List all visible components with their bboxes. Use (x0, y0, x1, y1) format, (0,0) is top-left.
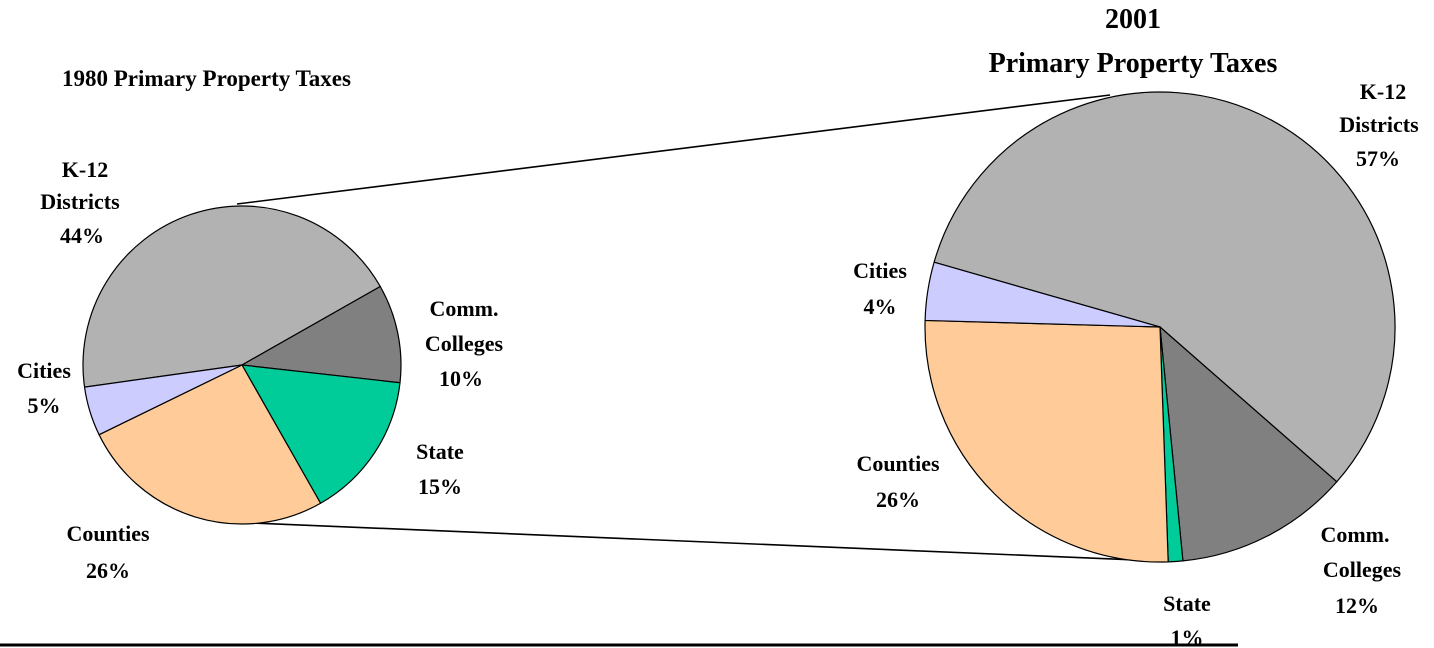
pie-2001-slice-k-12-districts (933, 91, 1396, 483)
svg-text:Districts: Districts (40, 189, 120, 214)
svg-text:57%: 57% (1356, 146, 1400, 171)
svg-text:1%: 1% (1171, 625, 1204, 648)
svg-text:State: State (1163, 591, 1211, 616)
svg-text:12%: 12% (1335, 593, 1379, 618)
pie-2001-slice-comm-colleges (1159, 326, 1338, 562)
svg-text:Colleges: Colleges (425, 331, 504, 356)
slice-label-2001-comm-colleges: Comm. Colleges 12% (1320, 522, 1401, 618)
svg-text:Colleges: Colleges (1323, 557, 1402, 582)
svg-text:15%: 15% (418, 474, 462, 499)
pie-1980-slice-comm-colleges (241, 285, 402, 384)
slice-label-2001-k12: K-12 Districts 57% (1339, 79, 1419, 171)
chart-title-1980: 1980 Primary Property Taxes (62, 66, 351, 91)
pie-chart-1980 (82, 205, 402, 525)
pie-2001-slice-cities (924, 261, 1161, 328)
slice-label-1980-comm-colleges: Comm. Colleges 10% (425, 296, 504, 391)
svg-text:Cities: Cities (853, 258, 907, 283)
pie-1980-slice-cities (83, 364, 243, 436)
slice-label-1980-cities: Cities 5% (17, 358, 71, 418)
svg-text:Counties: Counties (66, 521, 150, 546)
svg-text:Comm.: Comm. (1320, 522, 1389, 547)
svg-text:26%: 26% (876, 487, 920, 512)
svg-text:Cities: Cities (17, 358, 71, 383)
svg-text:44%: 44% (60, 223, 104, 248)
svg-text:State: State (416, 439, 464, 464)
slice-label-2001-counties: Counties 26% (856, 451, 940, 512)
slice-label-1980-counties: Counties 26% (66, 521, 150, 583)
slice-label-2001-cities: Cities 4% (853, 258, 907, 319)
slice-label-2001-state: State 1% (1163, 591, 1211, 648)
connector-line-top (236, 94, 1111, 205)
pie-1980-slice-counties (98, 364, 322, 525)
pie-2001-slice-counties (924, 319, 1169, 563)
slice-label-1980-state: State 15% (416, 439, 464, 499)
pie-1980-slice-state (241, 364, 401, 504)
svg-text:4%: 4% (864, 294, 897, 319)
slice-label-1980-k12: K-12 Districts 44% (40, 157, 120, 248)
svg-text:10%: 10% (439, 366, 483, 391)
svg-text:Counties: Counties (856, 451, 940, 476)
connector-line-bottom (252, 522, 1161, 562)
svg-text:Districts: Districts (1339, 112, 1419, 137)
chart-title-2001-line2: Primary Property Taxes (989, 48, 1278, 79)
svg-text:Comm.: Comm. (429, 296, 498, 321)
svg-text:K-12: K-12 (1360, 79, 1406, 104)
chart-title-2001-line1: 2001 (1105, 4, 1161, 35)
svg-text:26%: 26% (86, 558, 130, 583)
pie-1980-slice-k-12-districts (82, 205, 381, 388)
svg-text:5%: 5% (28, 393, 61, 418)
svg-text:K-12: K-12 (62, 157, 108, 182)
pie-chart-2001 (924, 91, 1396, 563)
